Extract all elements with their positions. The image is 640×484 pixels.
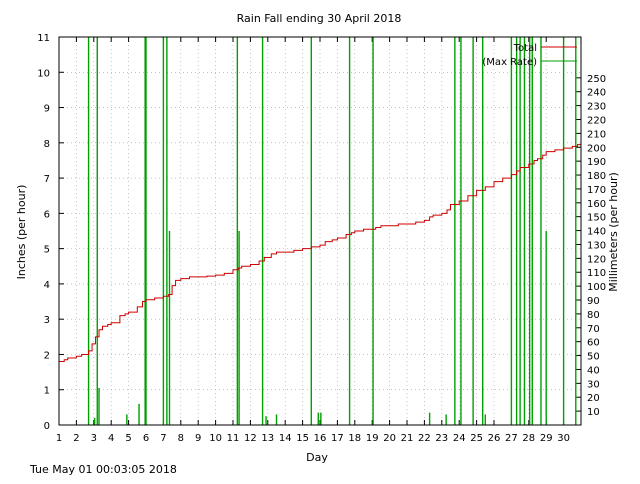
y2-tick-label: 50 bbox=[587, 352, 600, 363]
x-tick-label: 18 bbox=[348, 433, 361, 444]
y-axis-label: Inches (per hour) bbox=[15, 185, 28, 280]
y2-tick-label: 140 bbox=[587, 227, 606, 238]
data-layer bbox=[59, 37, 582, 425]
x-tick-label: 28 bbox=[522, 433, 535, 444]
y2-tick-label: 230 bbox=[587, 102, 606, 113]
y-tick-label: 1 bbox=[44, 386, 50, 397]
y2-tick-label: 80 bbox=[587, 310, 600, 321]
tick-layer: 1 2 3 4 5 6 7 8 9 10 11 12 13 14 15 16 17 18 19 20 21 22 23 24 2… bbox=[37, 33, 606, 444]
x-tick-label: 15 bbox=[296, 433, 309, 444]
x-tick-label: 10 bbox=[209, 433, 222, 444]
legend-label-total: Total bbox=[513, 43, 537, 54]
x-tick-label: 11 bbox=[227, 433, 240, 444]
legend: Total (Max Rate) bbox=[482, 43, 577, 68]
y2-tick-label: 120 bbox=[587, 254, 606, 265]
grid-layer bbox=[59, 37, 581, 425]
y-tick-label: 6 bbox=[44, 209, 50, 220]
chart-title: Rain Fall ending 30 April 2018 bbox=[237, 12, 402, 25]
y2-tick-label: 240 bbox=[587, 88, 606, 99]
x-tick-label: 25 bbox=[470, 433, 483, 444]
y2-tick-label: 180 bbox=[587, 171, 606, 182]
y2-tick-label: 40 bbox=[587, 365, 600, 376]
y-tick-label: 4 bbox=[44, 280, 50, 291]
x-tick-label: 12 bbox=[244, 433, 257, 444]
x-tick-label: 1 bbox=[56, 433, 62, 444]
x-tick-label: 4 bbox=[108, 433, 114, 444]
y2-tick-label: 210 bbox=[587, 129, 606, 140]
x-tick-label: 7 bbox=[160, 433, 166, 444]
x-tick-label: 19 bbox=[366, 433, 379, 444]
y2-tick-label: 200 bbox=[587, 143, 606, 154]
y2-axis-label: Millimeters (per hour) bbox=[607, 172, 620, 292]
y2-tick-label: 100 bbox=[587, 282, 606, 293]
x-tick-label: 27 bbox=[505, 433, 518, 444]
x-tick-label: 24 bbox=[453, 433, 466, 444]
legend-label-max-rate: (Max Rate) bbox=[482, 57, 537, 68]
x-tick-label: 23 bbox=[435, 433, 448, 444]
y-tick-label: 7 bbox=[44, 174, 50, 185]
y-tick-label: 11 bbox=[37, 33, 50, 44]
x-tick-label: 3 bbox=[91, 433, 97, 444]
x-tick-label: 26 bbox=[488, 433, 501, 444]
y2-tick-label: 70 bbox=[587, 324, 600, 335]
y2-tick-label: 30 bbox=[587, 379, 600, 390]
x-tick-label: 9 bbox=[195, 433, 201, 444]
y-tick-label: 2 bbox=[44, 350, 50, 361]
x-tick-label: 16 bbox=[314, 433, 327, 444]
x-tick-label: 30 bbox=[557, 433, 570, 444]
y2-tick-label: 20 bbox=[587, 393, 600, 404]
total-line bbox=[59, 142, 582, 363]
y2-tick-label: 250 bbox=[587, 74, 606, 85]
y-tick-label: 5 bbox=[44, 245, 50, 256]
y2-tick-label: 220 bbox=[587, 115, 606, 126]
x-tick-label: 17 bbox=[331, 433, 344, 444]
x-tick-label: 29 bbox=[540, 433, 553, 444]
y2-tick-label: 170 bbox=[587, 185, 606, 196]
y2-tick-label: 60 bbox=[587, 338, 600, 349]
y-tick-label: 9 bbox=[44, 104, 50, 115]
x-tick-label: 8 bbox=[178, 433, 184, 444]
y2-tick-label: 10 bbox=[587, 407, 600, 418]
y-tick-label: 0 bbox=[44, 421, 50, 432]
x-tick-label: 22 bbox=[418, 433, 431, 444]
y2-tick-label: 150 bbox=[587, 213, 606, 224]
y-tick-label: 8 bbox=[44, 139, 50, 150]
x-tick-label: 20 bbox=[383, 433, 396, 444]
y2-tick-label: 160 bbox=[587, 199, 606, 210]
x-tick-label: 6 bbox=[143, 433, 149, 444]
x-tick-label: 13 bbox=[261, 433, 274, 444]
plot-frame bbox=[58, 36, 582, 426]
x-tick-label: 14 bbox=[279, 433, 292, 444]
y2-tick-label: 130 bbox=[587, 240, 606, 251]
y2-tick-label: 110 bbox=[587, 268, 606, 279]
y2-tick-label: 90 bbox=[587, 296, 600, 307]
x-tick-label: 2 bbox=[73, 433, 79, 444]
y-tick-label: 10 bbox=[37, 68, 50, 79]
x-tick-label: 5 bbox=[125, 433, 131, 444]
x-tick-label: 21 bbox=[401, 433, 414, 444]
timestamp: Tue May 01 00:03:05 2018 bbox=[30, 463, 177, 476]
y-tick-label: 3 bbox=[44, 315, 50, 326]
y2-tick-label: 190 bbox=[587, 157, 606, 168]
x-axis-label: Day bbox=[306, 451, 328, 464]
